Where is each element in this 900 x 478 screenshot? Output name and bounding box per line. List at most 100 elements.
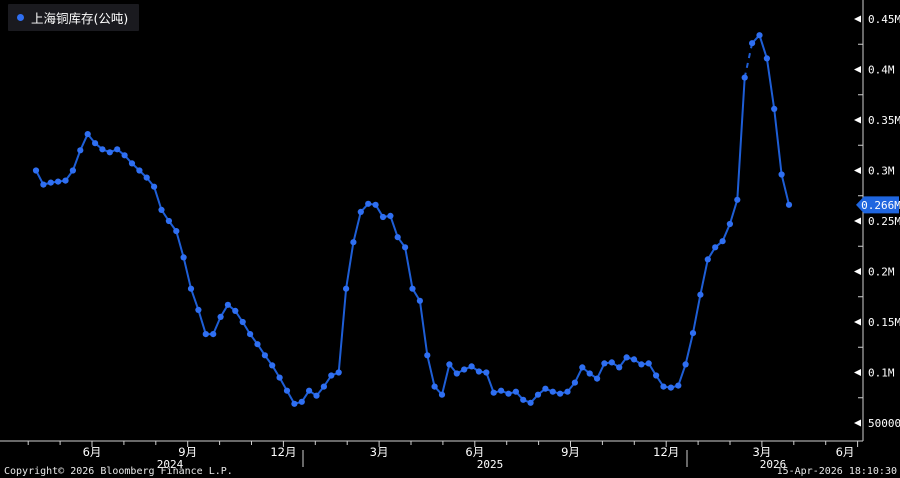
data-point: [461, 366, 468, 373]
data-point: [350, 239, 357, 246]
y-tick-label: 0.4M: [868, 64, 895, 77]
y-axis: 0.45M 0.4M 0.35M 0.3M 0.25M 0.2M 0.15M 0.1M 5000…: [854, 13, 900, 430]
data-point: [638, 361, 645, 368]
y-tick-label: 0.3M: [868, 165, 895, 178]
data-point: [734, 196, 741, 203]
year-label: 2025: [477, 458, 504, 471]
y-axis-tick: [854, 419, 861, 427]
data-point: [630, 356, 638, 363]
data-point: [653, 372, 660, 379]
data-point: [424, 352, 431, 359]
data-point: [99, 146, 106, 153]
y-tick-label: 0.1M: [868, 367, 895, 380]
data-point: [756, 32, 763, 39]
data-point: [564, 388, 571, 395]
data-point: [151, 183, 158, 190]
data-point: [306, 387, 313, 394]
data-point: [704, 256, 711, 263]
data-point: [682, 361, 689, 368]
data-point: [689, 330, 697, 337]
last-value-label: 0.266M: [861, 199, 900, 212]
legend-dot-icon: [17, 14, 24, 21]
data-point: [527, 399, 534, 406]
data-point: [741, 74, 748, 81]
data-point: [712, 244, 719, 251]
last-value-badge-shape: [856, 196, 899, 214]
data-point: [446, 361, 453, 368]
data-point: [261, 352, 268, 359]
x-month-label: 3月: [752, 445, 771, 459]
y-axis-tick: [854, 167, 861, 174]
y-tick-label: 0.25M: [868, 215, 900, 228]
data-point: [645, 360, 652, 367]
data-point: [77, 147, 84, 154]
data-point: [365, 200, 372, 207]
data-point: [128, 160, 136, 167]
data-line: [35, 77, 746, 405]
data-point: [298, 398, 305, 405]
data-point: [210, 331, 217, 338]
y-tick-label: 0.45M: [868, 13, 900, 26]
y-axis-tick: [854, 268, 861, 275]
data-point: [254, 341, 261, 348]
data-point: [276, 374, 283, 381]
data-point: [778, 171, 785, 178]
y-axis-tick: [854, 318, 861, 326]
data-point: [623, 354, 630, 361]
data-point: [542, 385, 549, 392]
data-point: [549, 388, 556, 395]
y-tick-label: 0.35M: [868, 114, 900, 127]
data-point: [343, 285, 350, 292]
data-point: [771, 105, 778, 112]
data-point: [608, 359, 615, 366]
data-point: [512, 388, 520, 395]
last-value-badge: 0.266M: [856, 196, 900, 214]
x-axis: 6月 9月 12月 3月 6月 9月 12月 3月 6月 2024 2025 2026: [27, 441, 859, 471]
data-point: [453, 370, 460, 377]
data-point: [195, 306, 202, 313]
data-point: [239, 318, 246, 326]
data-point: [785, 201, 793, 208]
x-month-label: 9月: [178, 445, 197, 459]
y-axis-tick: [854, 217, 861, 225]
data-point: [475, 368, 482, 375]
data-point: [726, 220, 734, 228]
data-point: [84, 131, 91, 138]
data-point: [534, 391, 542, 398]
series-shanghai-copper: [32, 32, 793, 407]
data-point: [498, 387, 505, 394]
data-point: [143, 174, 150, 181]
data-point: [431, 383, 438, 390]
data-point: [32, 167, 40, 174]
data-point: [320, 383, 327, 390]
data-point: [372, 201, 379, 208]
data-point: [136, 167, 143, 174]
data-point: [379, 213, 387, 221]
x-month-label: 3月: [370, 445, 389, 459]
data-point: [328, 372, 335, 379]
copyright-text: Copyright© 2026 Bloomberg Finance L.P.: [4, 466, 233, 477]
data-point: [594, 375, 601, 382]
y-tick-label: 0.2M: [868, 266, 895, 279]
y-axis-tick: [854, 66, 861, 73]
data-point: [121, 152, 128, 159]
data-point: [490, 389, 497, 396]
data-point: [55, 178, 62, 185]
data-point: [579, 364, 586, 371]
data-point: [291, 400, 298, 407]
data-point: [357, 208, 364, 215]
data-point: [187, 285, 195, 292]
data-point: [202, 331, 209, 338]
data-point: [92, 140, 99, 147]
y-axis-tick: [854, 116, 861, 124]
data-point: [483, 369, 490, 376]
data-point: [667, 384, 675, 391]
x-month-label: 6月: [836, 445, 855, 459]
data-point: [173, 228, 180, 235]
data-point: [335, 369, 342, 376]
data-point: [158, 206, 165, 213]
legend[interactable]: 上海铜库存(公吨): [8, 4, 140, 31]
data-point: [387, 212, 394, 219]
